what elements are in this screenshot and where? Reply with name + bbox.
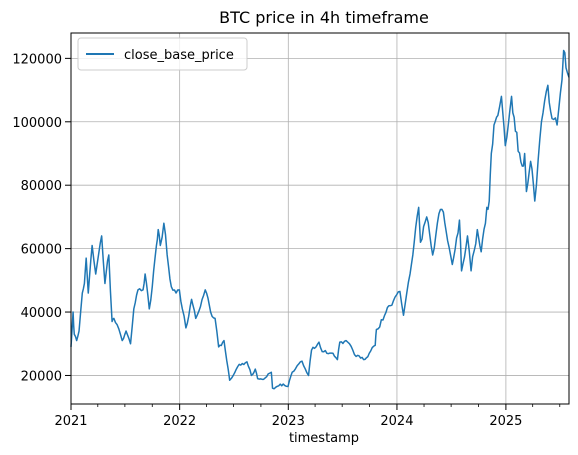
y-tick-label: 20000 [21, 369, 62, 384]
legend: close_base_price [77, 37, 248, 71]
legend-label-close-base-price: close_base_price [124, 48, 234, 63]
x-axis-label: timestamp [289, 431, 359, 446]
chart-title: BTC price in 4h timeframe [219, 8, 429, 27]
x-tick-label: 2022 [163, 414, 196, 429]
y-tick-label: 100000 [12, 116, 62, 131]
y-tick-label: 60000 [21, 243, 62, 258]
x-tick-label: 2021 [54, 414, 87, 429]
y-tick-label: 40000 [21, 306, 62, 321]
x-axis-ticks: 2021 2022 2023 2024 2025 [54, 404, 561, 429]
x-tick-label: 2025 [489, 414, 522, 429]
series-line-close-base-price [70, 49, 570, 390]
grid [70, 33, 569, 404]
y-tick-label: 80000 [21, 179, 62, 194]
plot-area [70, 49, 570, 390]
x-tick-label: 2023 [272, 414, 305, 429]
y-axis-ticks: 20000 40000 60000 80000 100000 120000 [12, 52, 71, 384]
plot-frame [70, 32, 570, 405]
legend-box [77, 37, 248, 71]
x-tick-label: 2024 [380, 414, 413, 429]
y-tick-label: 120000 [12, 52, 62, 67]
